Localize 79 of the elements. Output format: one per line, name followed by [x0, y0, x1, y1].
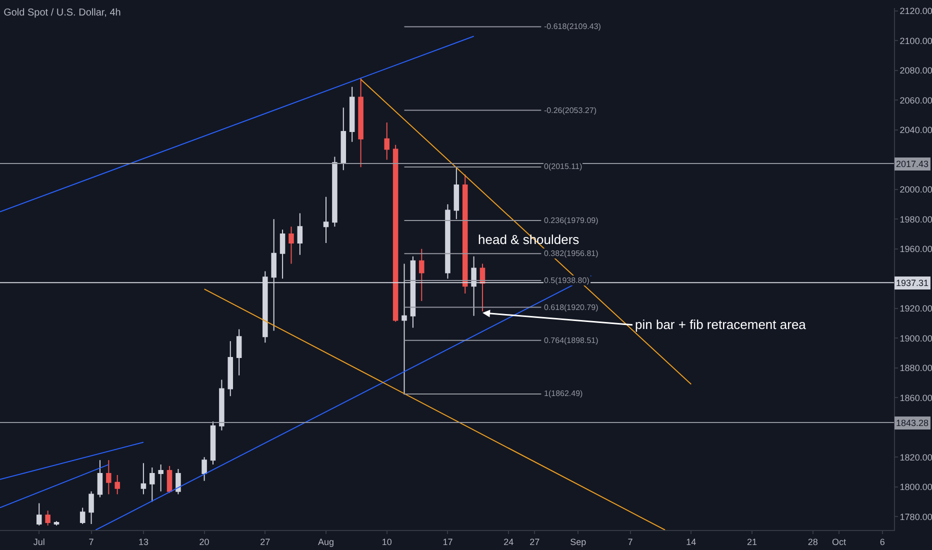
candlestick: [419, 248, 424, 302]
x-tick-label: Aug: [318, 536, 334, 547]
y-tick-label: 2060.00: [900, 95, 932, 106]
x-tick-label: 7: [628, 536, 633, 547]
ref-line-label: 1843.28: [896, 418, 929, 428]
y-tick-label: 1900.00: [900, 333, 932, 344]
ref-line-label: 1937.31: [896, 278, 929, 288]
candlestick: [158, 464, 164, 492]
y-tick-label: 2100.00: [900, 36, 932, 46]
x-tick-label: 27: [260, 536, 270, 547]
chart-title: Gold Spot / U.S. Dollar, 4h: [4, 7, 121, 18]
x-tick-label: 7: [88, 536, 94, 547]
candlestick: [106, 460, 112, 495]
candlestick: [288, 226, 294, 264]
candlestick: [176, 468, 181, 495]
candlestick: [140, 462, 146, 495]
x-tick-label: 13: [138, 536, 148, 547]
candlestick: [88, 490, 94, 525]
candlestick: [219, 379, 224, 431]
y-tick-label: 1800.00: [900, 482, 932, 492]
candlestick: [114, 474, 120, 495]
candlestick: [280, 229, 286, 280]
candlestick: [454, 166, 460, 220]
y-tick-label: 1980.00: [900, 214, 932, 224]
candlestick: [445, 204, 450, 280]
candlestick: [166, 466, 172, 494]
annotation: 1(1862.49): [544, 389, 584, 398]
y-tick-label: 1920.00: [900, 304, 932, 314]
x-tick-label: 28: [808, 536, 818, 547]
annotation: -0.26(2053.27): [544, 106, 597, 115]
candlestick: [384, 122, 390, 160]
x-tick-label: Sep: [570, 536, 586, 547]
x-tick-label: 6: [880, 536, 885, 547]
candlestick: [349, 86, 355, 142]
x-tick-label: 14: [686, 536, 696, 547]
candlestick: [36, 502, 42, 526]
candlestick: [480, 263, 486, 312]
x-tick-label: 10: [382, 536, 392, 547]
x-tick-label: 21: [746, 536, 758, 547]
candlestick: [210, 420, 216, 466]
candlestick: [323, 196, 329, 244]
y-tick-label: 1880.00: [900, 363, 932, 374]
annotation: 0.236(1979.09): [544, 216, 599, 225]
y-tick-label: 1780.00: [900, 512, 932, 522]
candlestick: [462, 174, 468, 294]
annotation: 0(2015.11): [544, 162, 582, 171]
annotation: 0.382(1956.81): [544, 249, 599, 258]
x-tick-label: Oct: [832, 536, 846, 547]
candlestick: [392, 144, 398, 322]
candlestick: [340, 107, 346, 171]
y-tick-label: 2040.00: [900, 125, 932, 136]
y-tick-label: 2120.00: [900, 6, 932, 16]
candlestick: [80, 507, 86, 525]
ref-line-label: 2017.43: [896, 159, 929, 169]
y-tick-label: 2080.00: [900, 66, 932, 76]
annotation: 0.618(1920.79): [544, 303, 599, 312]
y-tick-label: 1960.00: [900, 244, 932, 254]
candlestick: [150, 467, 155, 502]
annotation: 0.5(1938.80): [544, 276, 590, 285]
candlestick: [202, 456, 207, 482]
x-tick-label: Jul: [33, 536, 45, 547]
candlestick: [228, 340, 234, 397]
annotation: -0.618(2109.43): [544, 22, 602, 31]
candlestick: [332, 156, 338, 228]
candlestick: [297, 212, 303, 256]
candlestick: [236, 328, 242, 376]
x-tick-label: 17: [442, 536, 453, 547]
x-tick-label: 24: [504, 536, 514, 547]
x-tick-label: 20: [199, 536, 210, 547]
annotation: pin bar + fib retracement area: [635, 317, 807, 332]
candlestick: [97, 460, 103, 498]
y-tick-label: 2000.00: [900, 184, 932, 195]
candlestick: [54, 520, 60, 526]
candlestick: [358, 77, 364, 168]
y-tick-label: 1860.00: [900, 392, 932, 403]
annotation: 0.764(1898.51): [544, 336, 599, 345]
x-tick-label: 27: [530, 536, 540, 547]
candlestick: [45, 510, 50, 526]
y-tick-label: 1820.00: [900, 452, 932, 462]
